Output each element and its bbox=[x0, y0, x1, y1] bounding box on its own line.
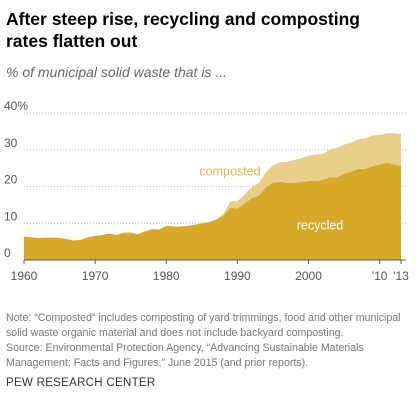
x-tick-label: 1970 bbox=[82, 269, 109, 283]
source: Source: Environmental Protection Agency,… bbox=[6, 342, 364, 369]
chart: 0 10 20 30 40% recycled composted 1960 1970 1980 1… bbox=[4, 99, 409, 283]
area bbox=[24, 133, 401, 241]
area-label: composted bbox=[199, 164, 260, 178]
y-tick-label: 20 bbox=[4, 173, 18, 187]
x-tick-label: 2000 bbox=[295, 269, 322, 283]
area bbox=[24, 162, 401, 260]
chart-title: After steep rise, recycling and composti… bbox=[6, 9, 360, 51]
x-tick-label: 1960 bbox=[11, 269, 38, 283]
x-tick-label: 1990 bbox=[224, 269, 251, 283]
note: Note: “Composted” includes composting of… bbox=[6, 312, 401, 339]
x-tick-label: '13 bbox=[393, 269, 409, 283]
footer: PEW RESEARCH CENTER bbox=[6, 377, 156, 389]
x-tick-label: 1980 bbox=[153, 269, 180, 283]
chart-subtitle: % of municipal solid waste that is ... bbox=[6, 64, 227, 80]
y-tick-label: 30 bbox=[4, 136, 18, 150]
y-tick-label: 10 bbox=[4, 209, 18, 223]
y-tick-label: 40% bbox=[4, 99, 28, 113]
area-label: recycled bbox=[297, 218, 344, 232]
notes: Note: “Composted” includes composting of… bbox=[6, 311, 418, 371]
y-tick-label: 0 bbox=[4, 246, 11, 260]
x-tick-label: '10 bbox=[372, 269, 388, 283]
